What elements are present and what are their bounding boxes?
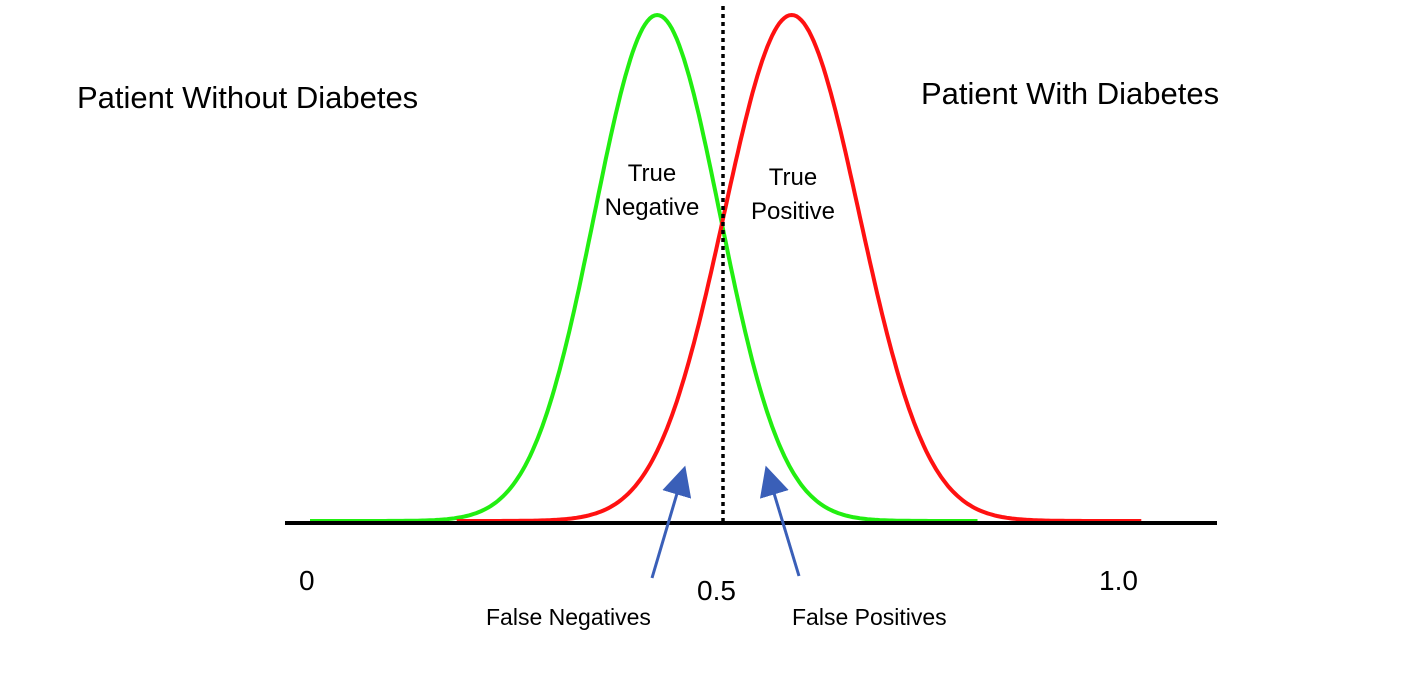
false-positives-label: False Positives	[792, 604, 947, 630]
negative-distribution-curve	[310, 12, 978, 523]
false-positives-arrow	[759, 465, 801, 577]
true-positive-line1: True	[768, 164, 818, 191]
tick-label-0-5: 0.5	[697, 575, 736, 606]
positive-distribution-curve	[456, 12, 1142, 523]
title-with-diabetes: Patient With Diabetes	[921, 76, 1220, 111]
false-negatives-label: False Negatives	[486, 604, 651, 630]
false-negatives-arrow	[650, 465, 692, 579]
true-negative-label: True Negative	[596, 157, 708, 225]
tick-label-1-0: 1.0	[1099, 565, 1138, 596]
true-negative-line2: Negative	[604, 194, 700, 221]
true-positive-line2: Positive	[750, 198, 836, 225]
true-positive-label: True Positive	[737, 161, 849, 229]
tick-label-0: 0	[299, 565, 315, 596]
true-negative-line1: True	[627, 160, 677, 187]
title-without-diabetes: Patient Without Diabetes	[77, 80, 419, 115]
